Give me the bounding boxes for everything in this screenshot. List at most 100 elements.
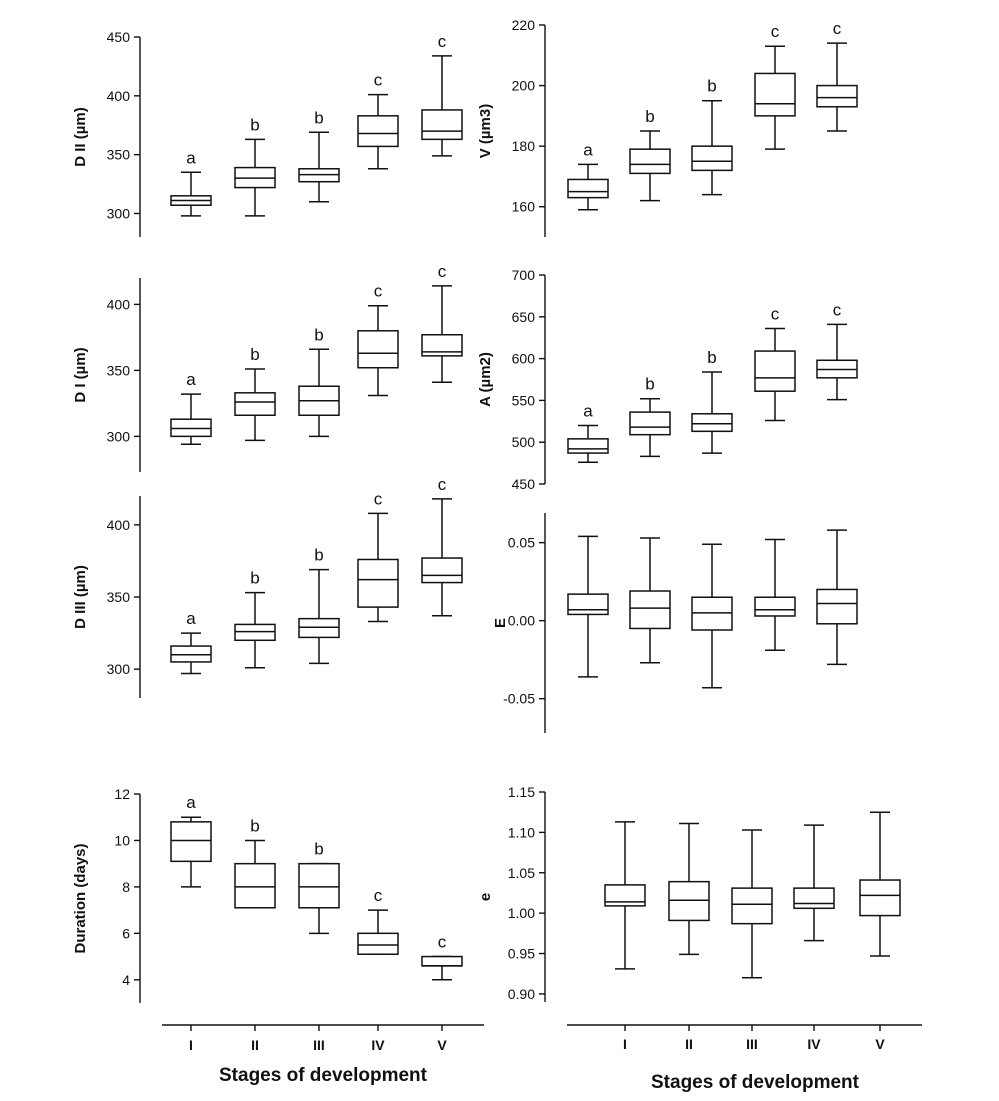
y-tick-label: 600 [512, 351, 536, 367]
y-tick-label: 160 [512, 199, 536, 215]
significance-letter: a [186, 370, 196, 389]
y-tick-label: 400 [107, 296, 131, 312]
iqr-box [816, 588, 858, 625]
significance-letter: b [314, 840, 323, 859]
iqr-box [691, 413, 733, 433]
box-IV: c [357, 886, 399, 955]
y-tick-label: 12 [114, 786, 130, 802]
iqr-box [754, 596, 796, 617]
significance-letter: c [771, 305, 780, 324]
iqr-box [421, 109, 463, 141]
y-tick-label: 500 [512, 434, 536, 450]
y-tick-label: 300 [107, 661, 131, 677]
significance-letter: c [438, 262, 447, 281]
box-III [731, 829, 773, 979]
significance-letter: a [186, 609, 196, 628]
iqr-box [668, 880, 710, 922]
box-II: b [234, 345, 276, 442]
panel-2: 160 180 200 220 V (µm3) a b b c c [477, 17, 858, 237]
box-I [567, 535, 609, 678]
box-IV: c [357, 282, 399, 397]
significance-letter: a [583, 401, 593, 420]
box-V: c [421, 262, 463, 384]
iqr-box [691, 145, 733, 172]
y-axis-label: A (µm2) [477, 352, 494, 407]
y-axis-label: D II (µm) [72, 107, 89, 166]
iqr-box [298, 862, 340, 909]
box-I: a [170, 370, 212, 446]
significance-letter: c [438, 933, 447, 952]
box-II: b [234, 115, 276, 217]
iqr-box [859, 879, 901, 917]
y-tick-label: 700 [512, 267, 536, 283]
y-tick-label: 300 [107, 428, 131, 444]
iqr-box [604, 884, 646, 907]
significance-letter: c [833, 19, 842, 38]
box-V [816, 529, 858, 666]
iqr-box [421, 955, 463, 967]
y-tick-label: 10 [114, 832, 130, 848]
x-tick-label: IV [807, 1036, 821, 1052]
significance-letter: a [186, 148, 196, 167]
y-tick-label: 4 [122, 972, 130, 988]
significance-letter: b [645, 107, 654, 126]
box-V: c [816, 19, 858, 132]
box-IV: c [754, 22, 796, 150]
significance-letter: b [314, 546, 323, 565]
box-III: b [298, 325, 340, 438]
box-III: b [691, 77, 733, 196]
y-tick-label: 650 [512, 309, 536, 325]
iqr-box [816, 84, 858, 108]
y-axis-label: Duration (days) [72, 843, 89, 953]
box-II: b [234, 816, 276, 909]
box-II [668, 822, 710, 956]
x-tick-label: III [746, 1036, 758, 1052]
significance-letter: c [374, 71, 383, 90]
y-tick-label: 300 [107, 205, 131, 221]
box-V: c [421, 933, 463, 981]
x-axis-label: Stages of development [651, 1072, 860, 1093]
box-II: b [629, 375, 671, 458]
significance-letter: c [438, 32, 447, 51]
box-IV [793, 824, 835, 942]
iqr-box [357, 330, 399, 369]
y-axis-label: D III (µm) [72, 565, 89, 629]
x-tick-label: II [685, 1036, 693, 1052]
iqr-box [421, 557, 463, 584]
iqr-box [567, 438, 609, 454]
significance-letter: b [314, 325, 323, 344]
panel-4: 450 500 550 600 650 700 A (µm2) a b b c c [477, 267, 858, 492]
box-I: a [170, 148, 212, 217]
y-tick-label: 0.00 [508, 613, 535, 629]
iqr-box [234, 392, 276, 417]
box-IV: c [754, 305, 796, 422]
y-tick-label: 6 [122, 925, 130, 941]
y-tick-label: 400 [107, 88, 131, 104]
significance-letter: c [833, 300, 842, 319]
y-axis-label: V (µm3) [477, 104, 494, 159]
significance-letter: b [250, 115, 259, 134]
iqr-box [567, 178, 609, 199]
iqr-box [567, 593, 609, 616]
iqr-box [754, 350, 796, 392]
y-tick-label: 350 [107, 362, 131, 378]
significance-letter: a [583, 140, 593, 159]
panel-1: 300 350 400 450 D II (µm) a b b c c [72, 29, 463, 237]
y-tick-label: 220 [512, 17, 536, 33]
y-tick-label: 350 [107, 589, 131, 605]
x-tick-label: III [313, 1037, 325, 1053]
y-tick-label: 180 [512, 138, 536, 154]
iqr-box [731, 887, 773, 925]
iqr-box [629, 148, 671, 175]
iqr-box [170, 821, 212, 863]
y-tick-label: 1.15 [508, 784, 535, 800]
box-I: a [567, 140, 609, 211]
x-tick-label: I [189, 1037, 193, 1053]
y-tick-label: 1.00 [508, 905, 535, 921]
y-tick-label: 0.90 [508, 986, 535, 1002]
significance-letter: c [374, 886, 383, 905]
box-V [859, 811, 901, 957]
box-III: b [298, 108, 340, 203]
